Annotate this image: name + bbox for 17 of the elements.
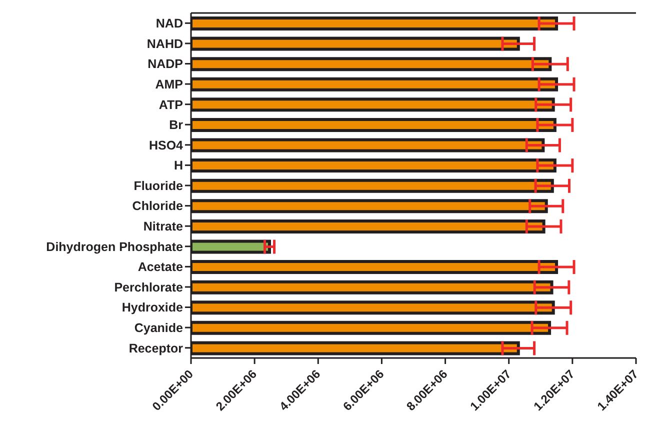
y-tick-label: HSO4 xyxy=(148,138,184,152)
y-tick-label: Receptor xyxy=(128,341,184,356)
y-tick-label: Acetate xyxy=(138,260,184,274)
y-tick-label: Nitrate xyxy=(143,220,184,234)
y-tick-label: Dihydrogen Phosphate xyxy=(46,240,184,254)
y-tick-label: H xyxy=(174,158,183,173)
y-tick-label: Chloride xyxy=(132,199,184,214)
y-tick-label: Perchlorate xyxy=(114,280,184,294)
y-tick-label: Br xyxy=(169,118,184,132)
y-tick-label: NADP xyxy=(148,57,183,72)
y-tick-label: ATP xyxy=(158,98,183,112)
y-tick-label: Hydroxide xyxy=(122,300,184,315)
y-tick-label: NAD xyxy=(156,16,183,31)
y-tick-label: NAHD xyxy=(146,36,183,51)
y-tick-label: Fluoride xyxy=(134,178,184,193)
y-tick-label: Cyanide xyxy=(134,320,184,335)
y-tick-label: AMP xyxy=(155,77,183,92)
